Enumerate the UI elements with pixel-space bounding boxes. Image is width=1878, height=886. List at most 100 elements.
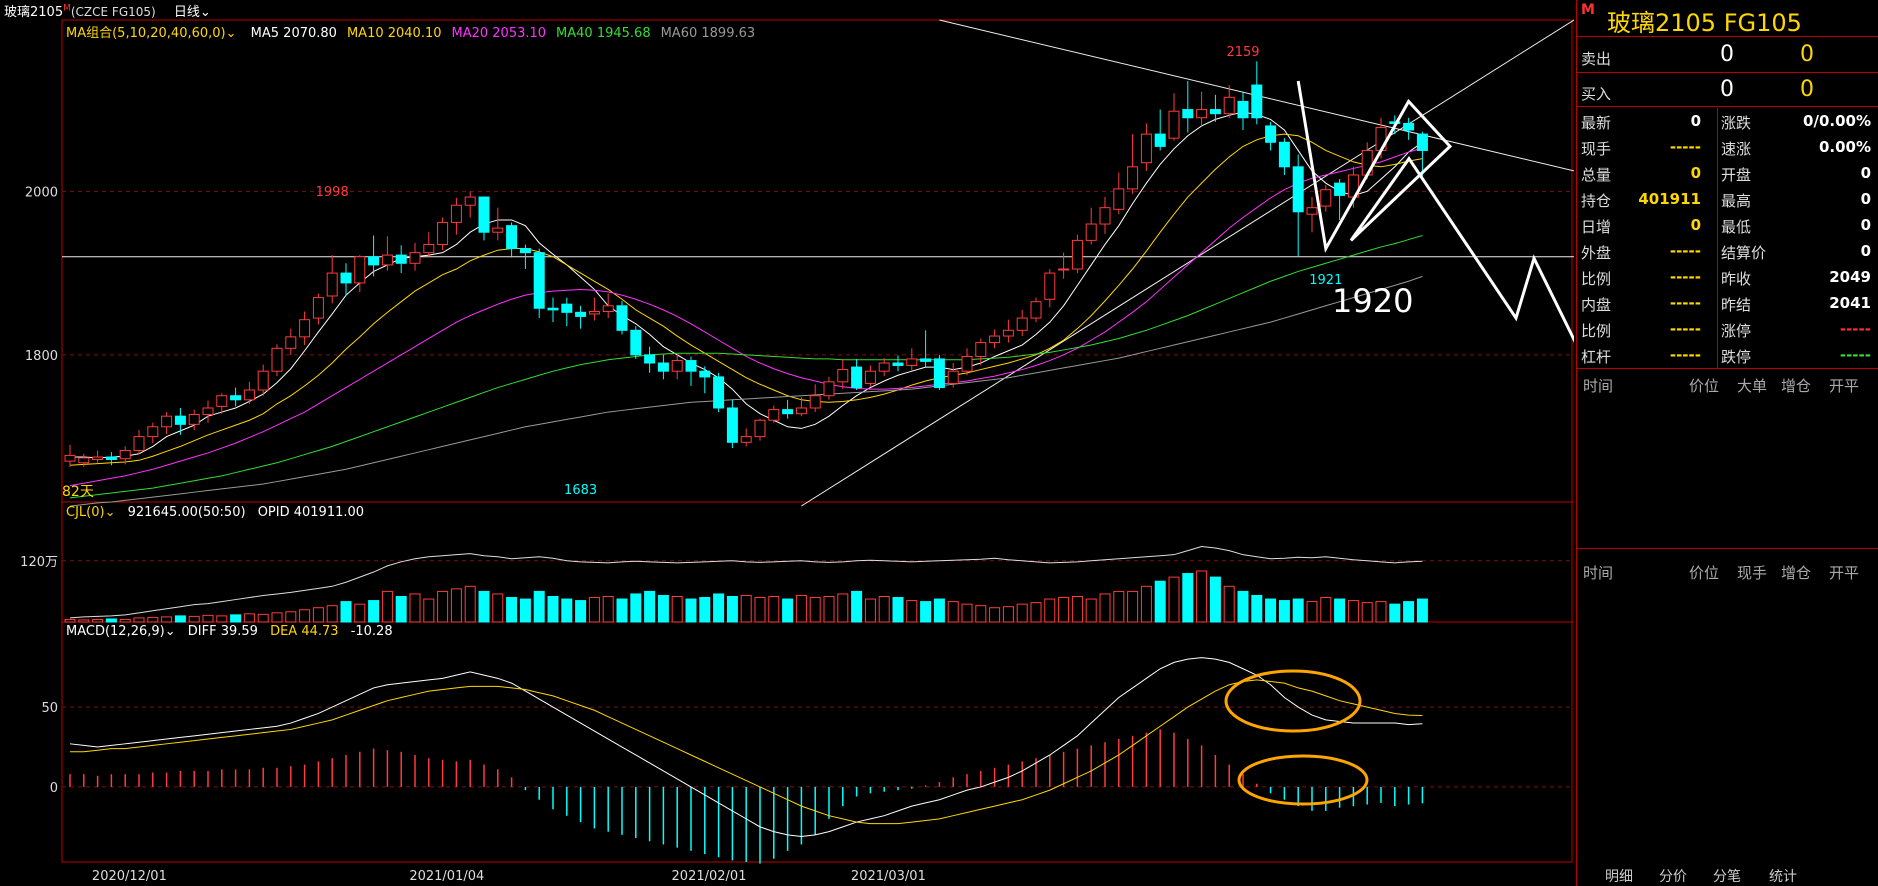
diff-line (69, 657, 1423, 837)
volume-bar (450, 588, 462, 623)
candle-body (561, 303, 573, 313)
volume-bar (644, 590, 656, 623)
quote-label: 外盘 (1581, 244, 1612, 262)
volume-bar (782, 598, 794, 623)
volume-bar (1347, 600, 1359, 623)
volume-bar (602, 596, 614, 623)
volume-bar (1113, 590, 1125, 623)
days-label: 82天 (62, 484, 94, 500)
quote-row: 现手 ----- 速涨 0.00% (1577, 134, 1878, 160)
volume-bar (878, 596, 890, 623)
chart-title: 玻璃2105M(CZCE FG105) 日线⌄ (4, 1, 211, 20)
high-label: 2159 (1226, 45, 1259, 60)
tab-detail[interactable]: 明细 (1605, 869, 1633, 885)
candle-body (1265, 125, 1277, 143)
volume-bar (188, 615, 200, 623)
quote-label: 最高 (1721, 192, 1752, 210)
candle-body (754, 419, 766, 438)
volume-legend-select[interactable]: CJL(0)⌄ (66, 505, 115, 520)
candle-body (768, 409, 780, 421)
volume-bar (1044, 598, 1056, 623)
volume-legend: CJL(0)⌄ 921645.00(50:50) OPID 401911.00 (66, 505, 364, 520)
volume-bar (795, 594, 807, 623)
candle-body (809, 395, 821, 409)
volume-bar (1085, 598, 1097, 623)
tick-col: 增仓 (1781, 564, 1812, 582)
tab-price[interactable]: 分价 (1659, 869, 1687, 885)
candle-body (1058, 268, 1070, 271)
tab-ticks[interactable]: 分笔 (1713, 869, 1741, 885)
ma-legend-item: MA5 2070.80 (250, 26, 337, 41)
volume-bar (1030, 602, 1042, 623)
candle-body (644, 354, 656, 364)
candle-body (1334, 182, 1346, 196)
quote-row: 内盘 ----- 昨结 2041 (1577, 290, 1878, 316)
candle-body (1168, 110, 1180, 139)
tick-col: 现手 (1737, 564, 1768, 582)
volume-bar (1223, 585, 1235, 623)
quote-row: 日增 0 最低 0 (1577, 212, 1878, 238)
candle-body (823, 381, 835, 397)
candle-body (464, 196, 476, 206)
candle-body (174, 415, 186, 425)
volume-bar (1292, 598, 1304, 623)
ma40-line (69, 235, 1423, 499)
candle-body (119, 449, 131, 460)
candle-body (1251, 84, 1263, 119)
tick-col: 价位 (1689, 564, 1720, 582)
macd-value: -10.28 (350, 624, 393, 639)
quote-label: 日增 (1581, 218, 1612, 236)
volume-bar (1403, 601, 1415, 623)
quote-value: ----- (1669, 346, 1701, 364)
volume-bar (423, 598, 435, 623)
quote-value: ----- (1669, 242, 1701, 260)
volume-bar (933, 598, 945, 623)
candle-body (630, 329, 642, 356)
volume-bar (947, 601, 959, 623)
quote-value: ----- (1669, 268, 1701, 286)
volume-bar (713, 593, 725, 623)
candle-body (602, 305, 614, 313)
volume-bar (547, 596, 559, 623)
candle-body (1416, 133, 1428, 151)
volume-value: 921645.00(50:50) (127, 505, 246, 520)
candle-body (933, 358, 945, 389)
period-select[interactable]: 日线⌄ (174, 5, 211, 20)
candle-body (395, 254, 407, 264)
tick-col: 大单 (1737, 377, 1768, 395)
candle-body (133, 436, 145, 451)
macd-legend-select[interactable]: MACD(12,26,9)⌄ (66, 624, 176, 639)
tab-stats[interactable]: 统计 (1769, 869, 1797, 885)
quote-value: ----- (1839, 346, 1871, 364)
trend-line-up (801, 19, 1574, 507)
candle-body (202, 407, 214, 416)
candle-body (64, 454, 76, 462)
candle-body (1403, 122, 1415, 131)
macd-legend: MACD(12,26,9)⌄ DIFF 39.59 DEA 44.73 -10.… (66, 624, 393, 639)
candle-body (147, 426, 159, 438)
ma-legend-item: MA60 1899.63 (660, 26, 756, 41)
candle-body (478, 196, 490, 233)
quote-value: ----- (1669, 320, 1701, 338)
ma-legend: MA组合(5,10,20,40,60,0)⌄ MA5 2070.80 MA10 2… (66, 22, 755, 41)
kline-chart[interactable]: 2000 1800 120万 50 0 2020/12/01 2021/01/04 2021/… (0, 0, 1574, 886)
volume-bar (230, 614, 242, 623)
candle-body (864, 370, 876, 384)
volume-bar (119, 618, 131, 623)
volume-bar (657, 594, 669, 623)
volume-bar (1140, 585, 1152, 623)
chevron-down-icon: ⌄ (199, 5, 211, 20)
dea-value: DEA 44.73 (270, 624, 339, 639)
volume-bar (1154, 580, 1166, 623)
volume-bar (437, 590, 449, 623)
candle-body (989, 335, 1001, 344)
volume-bar (257, 613, 269, 623)
quote-label: 涨跌 (1721, 114, 1752, 132)
candle-body (354, 256, 366, 284)
candle-body (878, 362, 890, 372)
bid-label: 买入 (1581, 85, 1612, 103)
volume-bar (616, 598, 628, 623)
volume-bar (1099, 593, 1111, 623)
quote-value: 0 (1860, 164, 1871, 182)
ma-legend-select[interactable]: MA组合(5,10,20,40,60,0)⌄ (66, 26, 237, 41)
